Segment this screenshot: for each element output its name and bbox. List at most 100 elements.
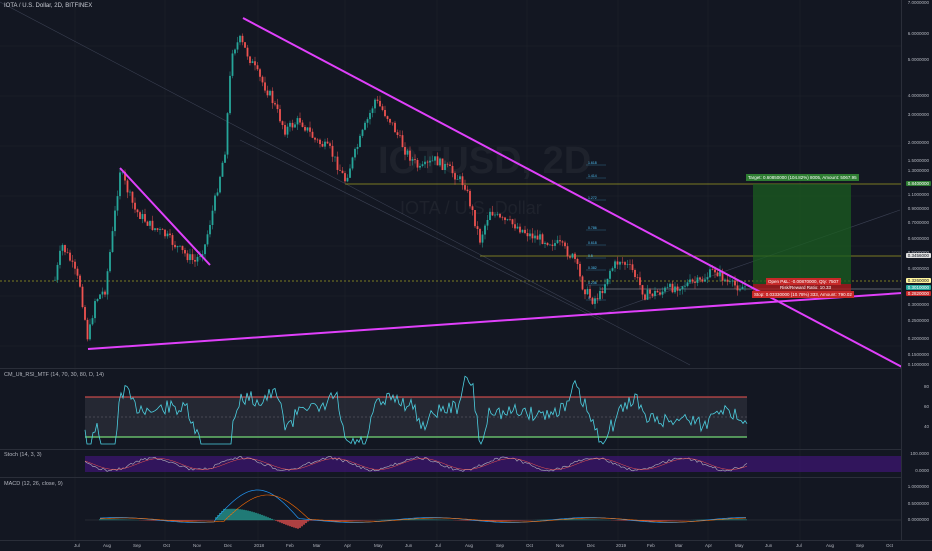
- macd-histogram-bar: [577, 519, 578, 520]
- target-label[interactable]: Target: 0.60850000 (104.82%) 8005, Amoun…: [746, 174, 859, 181]
- candle-body: [234, 50, 236, 54]
- candle-body: [592, 298, 594, 304]
- macd-histogram-bar: [439, 520, 440, 521]
- candle-body: [384, 110, 386, 116]
- candle-body: [232, 53, 234, 75]
- time-label: Oct: [526, 543, 533, 548]
- macd-histogram-bar: [673, 520, 674, 521]
- candle-body: [429, 161, 431, 163]
- price-tick: 4.0000000: [908, 93, 929, 98]
- candle-body: [244, 42, 246, 47]
- price-axis[interactable]: 7.0000000 6.0000000 5.0000000 4.0000000 …: [901, 0, 932, 540]
- macd-histogram-bar: [595, 520, 596, 521]
- stop-price-flag: 0.2820000: [906, 291, 931, 296]
- macd-histogram-bar: [241, 509, 242, 520]
- candle-body: [584, 289, 586, 294]
- candle-body: [77, 269, 79, 276]
- candle-body: [642, 285, 644, 294]
- price-tick: 1.5000000: [908, 158, 929, 163]
- candle-body: [414, 159, 416, 160]
- macd-histogram-bar: [745, 519, 746, 520]
- candle-body: [362, 130, 364, 136]
- macd-histogram-bar: [415, 519, 416, 520]
- candle-body: [524, 230, 526, 233]
- candle-body: [352, 157, 354, 168]
- candle-body: [467, 190, 469, 191]
- macd-histogram-bar: [197, 520, 198, 521]
- time-label: 2019: [616, 543, 626, 548]
- macd-histogram-bar: [237, 509, 238, 520]
- candle-body: [464, 185, 466, 190]
- candle-body: [344, 173, 346, 181]
- candle-body: [514, 224, 516, 228]
- symbol-title[interactable]: IOTA / U.S. Dollar, 2D, BITFINEX: [4, 3, 92, 9]
- candle-body: [127, 180, 129, 192]
- candle-body: [159, 229, 161, 230]
- fib-label: 0.618: [588, 241, 597, 245]
- candle-body: [582, 276, 584, 289]
- candle-body: [169, 234, 171, 235]
- candle-body: [117, 196, 119, 210]
- candle-body: [634, 270, 636, 277]
- candle-body: [89, 324, 91, 339]
- candle-body: [377, 100, 379, 101]
- candle-body: [677, 287, 679, 291]
- macd-histogram-bar: [737, 519, 738, 520]
- macd-histogram-bar: [291, 520, 292, 527]
- stop-label[interactable]: Stop: 0.03330000 (10.78%) 333, Amount: 7…: [752, 291, 854, 298]
- fib-retracement: [586, 165, 606, 300]
- candle-body: [214, 196, 216, 211]
- candle-body: [119, 172, 121, 196]
- candle-body: [264, 82, 266, 90]
- candle-body: [399, 135, 401, 136]
- candle-body: [534, 236, 536, 239]
- macd-histogram-bar: [651, 520, 652, 521]
- fib-label: 0.5: [588, 254, 593, 258]
- candle-body: [562, 241, 564, 242]
- candle-body: [724, 280, 726, 281]
- macd-histogram-bar: [425, 519, 426, 520]
- candle-body: [604, 284, 606, 293]
- fib-label: 1.618: [588, 161, 597, 165]
- candle-body: [559, 240, 561, 241]
- candle-body: [364, 123, 366, 130]
- macd-histogram-bar: [247, 511, 248, 521]
- candle-body: [694, 282, 696, 283]
- macd-histogram-bar: [735, 519, 736, 520]
- candle-body: [152, 221, 154, 230]
- price-tick: 0.6000000: [908, 236, 929, 241]
- time-label: Feb: [647, 543, 655, 548]
- candle-body: [394, 123, 396, 132]
- price-tick: 2.0000000: [908, 140, 929, 145]
- macd-histogram-bar: [263, 516, 264, 521]
- macd-histogram-bar: [623, 520, 624, 521]
- price-tick: 0.1500000: [908, 352, 929, 357]
- candle-body: [229, 76, 231, 113]
- rsi-tick: 60: [924, 404, 929, 409]
- macd-histogram-bar: [519, 520, 520, 521]
- candle-body: [637, 277, 639, 278]
- macd-histogram-bar: [193, 520, 194, 521]
- time-label: Jul: [435, 543, 441, 548]
- candle-body: [289, 123, 291, 127]
- candle-body: [74, 262, 76, 269]
- candle-body: [707, 277, 709, 279]
- macd-histogram-bar: [293, 520, 294, 528]
- current-price-flag: 0.3260000: [906, 278, 931, 283]
- candle-body: [382, 106, 384, 110]
- macd-histogram-bar: [575, 519, 576, 520]
- time-axis[interactable]: Jul Aug Sep Oct Nov Dec 2018 Feb Mar Apr…: [0, 540, 932, 551]
- candle-body: [222, 163, 224, 177]
- candle-body: [557, 240, 559, 243]
- candle-body: [632, 264, 634, 270]
- candle-body: [342, 171, 344, 173]
- candle-body: [407, 151, 409, 155]
- candle-body: [82, 287, 84, 307]
- time-label: Jun: [765, 543, 772, 548]
- macd-histogram-bar: [591, 520, 592, 521]
- candle-body: [247, 48, 249, 57]
- macd-histogram-bar: [497, 520, 498, 521]
- macd-histogram-bar: [597, 520, 598, 521]
- macd-histogram-bar: [243, 510, 244, 520]
- candle-body: [109, 252, 111, 271]
